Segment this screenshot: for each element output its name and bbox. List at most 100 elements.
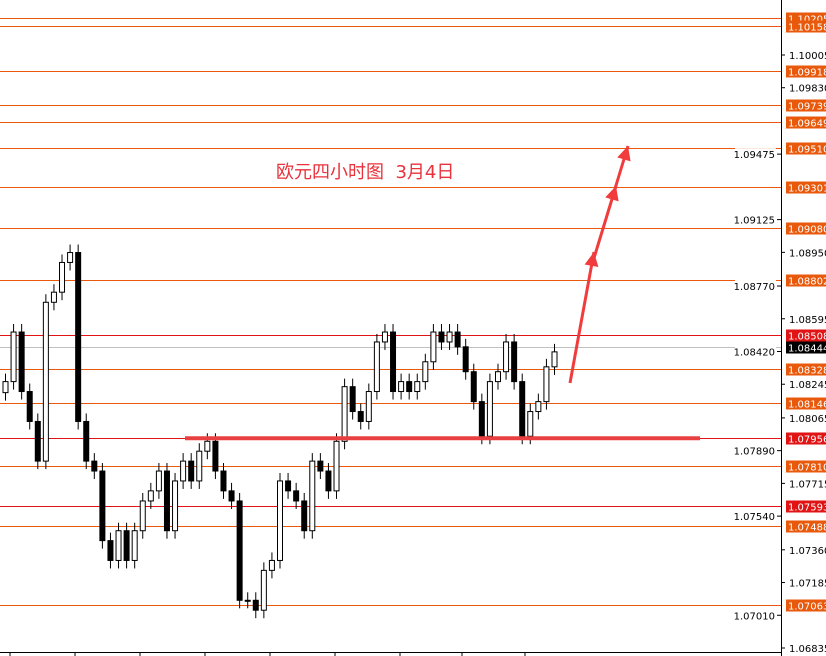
axis-tick-label: 1.08420 <box>734 347 775 358</box>
candle-body <box>18 331 25 393</box>
price-level-label: 1.10158 <box>788 23 826 34</box>
candle-body <box>454 331 461 348</box>
axis-tick-label-background <box>735 213 776 226</box>
candle-body <box>99 470 106 542</box>
axis-tick-label-background <box>735 609 776 622</box>
axis-tick-label-background <box>735 510 776 523</box>
price-level-badge <box>786 142 826 155</box>
price-level-label: 1.09301 <box>788 184 826 195</box>
price-level-badge <box>786 599 826 612</box>
candle-body <box>139 500 146 532</box>
price-level-badge <box>786 274 826 287</box>
candle-body <box>220 470 227 492</box>
axis-tick-label-background <box>735 345 776 358</box>
price-level-badge <box>786 500 826 513</box>
candle-body <box>494 371 501 383</box>
candle-body <box>236 500 243 601</box>
price-level-label: 1.09649 <box>788 119 826 130</box>
axis-tick-label: 1.07890 <box>734 447 775 458</box>
candle-body <box>511 341 518 383</box>
price-level-label: 1.07488 <box>788 523 826 534</box>
price-level-label: 1.08146 <box>788 400 826 411</box>
price-level-badge <box>786 460 826 473</box>
candle-body <box>50 291 57 303</box>
price-level-badge <box>786 520 826 533</box>
axis-tick-label: 1.07360 <box>789 546 826 557</box>
axis-tick-label: 1.09475 <box>734 150 775 161</box>
candle-body <box>301 500 308 532</box>
price-level-badge <box>786 99 826 112</box>
axis-tick-label: 1.07540 <box>734 512 775 523</box>
candle-body <box>309 460 316 532</box>
candle-body <box>349 386 356 413</box>
current-price-badge <box>786 341 826 354</box>
price-level-badge <box>786 329 826 342</box>
candle-body <box>172 480 179 532</box>
candle-body <box>438 331 445 343</box>
price-level-badge <box>786 397 826 410</box>
candle-body <box>373 341 380 393</box>
price-axis-background <box>781 0 826 656</box>
price-level-badge <box>786 363 826 376</box>
candle-body <box>260 569 267 611</box>
price-level-badge <box>786 65 826 78</box>
axis-tick-label-background <box>735 280 776 293</box>
candle-body <box>115 530 122 561</box>
price-level-label: 1.07810 <box>788 463 826 474</box>
candle-body <box>325 470 332 492</box>
candle-body <box>196 450 203 482</box>
candle-body <box>519 381 526 437</box>
price-level-badge <box>786 20 826 33</box>
candle-body <box>365 391 372 422</box>
axis-tick-label: 1.08065 <box>789 414 826 425</box>
axis-tick-label: 1.07010 <box>734 611 775 622</box>
axis-tick-label: 1.08950 <box>789 248 826 259</box>
candle-body <box>357 411 364 422</box>
candle-body <box>406 381 413 393</box>
candle-body <box>422 361 429 383</box>
axis-tick-label: 1.10005 <box>789 51 826 62</box>
price-level-label: 1.09510 <box>788 145 826 156</box>
candle-body <box>244 599 251 602</box>
price-level-label: 1.07593 <box>788 503 826 514</box>
candle-body <box>123 530 130 561</box>
axis-tick-label: 1.08595 <box>789 315 826 326</box>
price-level-label: 1.09080 <box>788 225 826 236</box>
candle-body <box>67 252 74 263</box>
price-level-label: 1.08508 <box>788 332 826 343</box>
candle-body <box>470 371 477 403</box>
candle-body <box>503 341 510 373</box>
candle-body <box>163 470 170 532</box>
candle-body <box>252 599 259 611</box>
candle-body <box>228 490 235 502</box>
candle-body <box>543 366 550 403</box>
candle-body <box>131 530 138 561</box>
candle-body <box>446 331 453 343</box>
candle-body <box>478 401 485 437</box>
candle-body <box>486 381 493 437</box>
candle-body <box>277 480 283 561</box>
price-level-label: 1.08802 <box>788 277 826 288</box>
candle-body <box>83 420 90 462</box>
axis-tick-label-background <box>735 444 776 457</box>
candle-body <box>527 411 534 437</box>
price-level-badge <box>786 432 826 445</box>
candle-body <box>91 460 98 472</box>
candle-body <box>59 261 66 293</box>
candle-body <box>147 490 154 502</box>
candle-body <box>293 490 300 502</box>
candle-body <box>341 386 348 442</box>
axis-tick-label: 1.07185 <box>789 579 826 590</box>
arrow-shaft <box>568 251 596 384</box>
candle-body <box>75 252 82 422</box>
candle-body <box>180 460 187 482</box>
candle-body <box>212 440 219 472</box>
candle-body <box>204 440 211 452</box>
axis-tick-label: 1.09125 <box>734 216 775 227</box>
candle-body <box>26 391 33 422</box>
price-level-badge <box>786 222 826 235</box>
candle-body <box>551 351 558 368</box>
candle-body <box>462 346 469 373</box>
candle-body <box>535 401 542 413</box>
